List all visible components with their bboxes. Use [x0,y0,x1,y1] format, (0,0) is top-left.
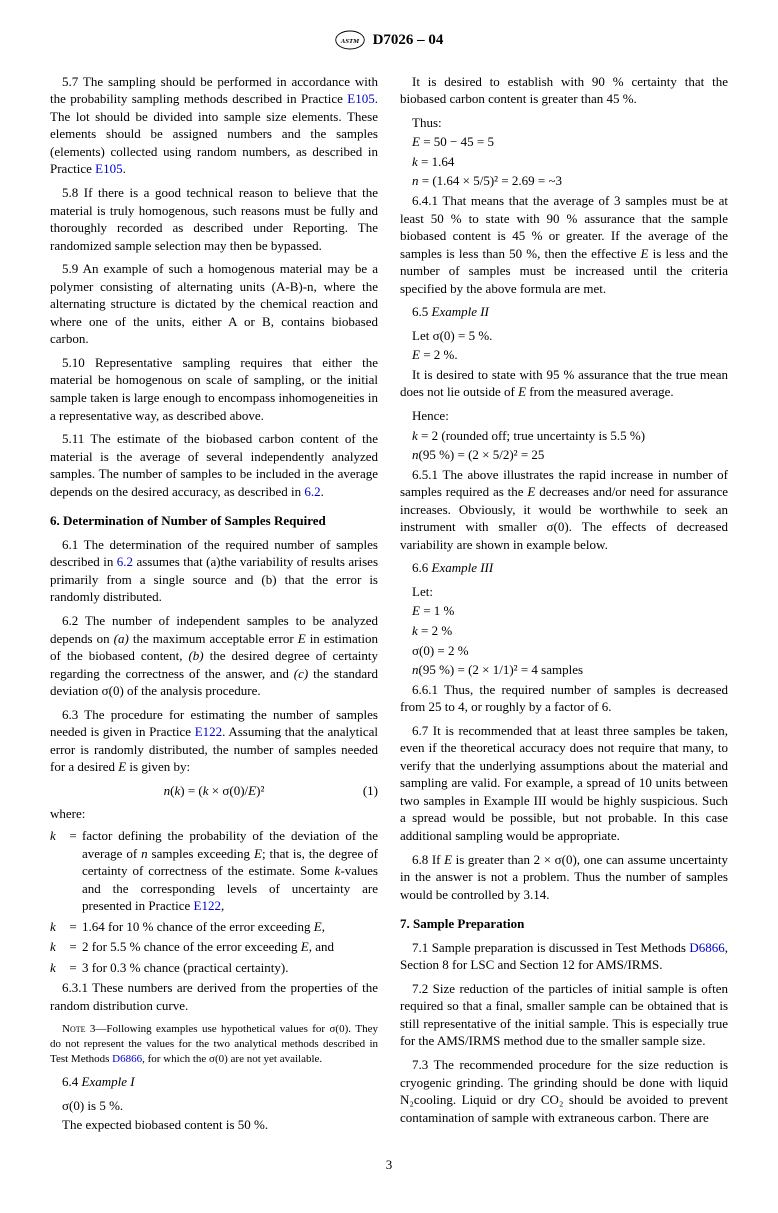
para-6-7: 6.7 It is recommended that at least thre… [400,722,728,845]
link-e122-b[interactable]: E122 [194,898,221,913]
ex3-e: E = 1 % [400,602,728,620]
link-d6866-a[interactable]: D6866 [112,1053,142,1065]
para-7-3: 7.3 The recommended procedure for the si… [400,1056,728,1126]
ex3-let: Let: [400,583,728,601]
para-6-6: 6.6 Example III [400,559,728,577]
right-column: It is desired to establish with 90 % cer… [400,73,728,1136]
thus-label: Thus: [400,114,728,132]
ex2-k: k = 2 (rounded off; true uncertainty is … [400,427,728,445]
link-6-2-b[interactable]: 6.2 [117,554,133,569]
link-6-2-a[interactable]: 6.2 [304,484,320,499]
para-6-6-1: 6.6.1 Thus, the required number of sampl… [400,681,728,716]
link-e105-b[interactable]: E105 [95,161,122,176]
section-6-heading: 6. Determination of Number of Samples Re… [50,512,378,530]
left-column: 5.7 The sampling should be performed in … [50,73,378,1136]
para-6-5: 6.5 Example II [400,303,728,321]
k-def-3: k= 3 for 0.3 % chance (practical certain… [50,959,378,977]
link-e122-a[interactable]: E122 [195,724,222,739]
para-6-2: 6.2 The number of independent samples to… [50,612,378,700]
k-def-2: k= 2 for 5.5 % chance of the error excee… [50,938,378,956]
para-6-3: 6.3 The procedure for estimating the num… [50,706,378,776]
ex3-k: k = 2 % [400,622,728,640]
k-def-main: k= factor defining the probability of th… [50,827,378,915]
note-3: Note 3—Following examples use hypothetic… [50,1022,378,1067]
para-6-4: 6.4 Example I [50,1073,378,1091]
ex1-expected: The expected biobased content is 50 %. [50,1116,378,1134]
hence-label: Hence: [400,407,728,425]
doc-code: D7026 – 04 [373,30,444,50]
ex1-k: k = 1.64 [400,153,728,171]
ex1-sigma: σ(0) is 5 %. [50,1097,378,1115]
page-number: 3 [50,1156,728,1174]
section-7-heading: 7. Sample Preparation [400,915,728,933]
ex2-e: E = 2 %. [400,346,728,364]
para-5-8: 5.8 If there is a good technical reason … [50,184,378,254]
para-7-1: 7.1 Sample preparation is discussed in T… [400,939,728,974]
para-6-5-1: 6.5.1 The above illustrates the rapid in… [400,466,728,554]
equation-1: n(k) = (k × σ(0)/E)² (1) [50,782,378,800]
page-header: ASTM D7026 – 04 [50,30,728,55]
ex3-n: n(95 %) = (2 × 1/1)² = 4 samples [400,661,728,679]
ex3-sigma: σ(0) = 2 % [400,642,728,660]
right-intro: It is desired to establish with 90 % cer… [400,73,728,108]
link-e105-a[interactable]: E105 [347,91,374,106]
para-5-7: 5.7 The sampling should be performed in … [50,73,378,178]
para-6-4-1: 6.4.1 That means that the average of 3 s… [400,192,728,297]
ex1-e: E = 50 − 45 = 5 [400,133,728,151]
para-6-1: 6.1 The determination of the required nu… [50,536,378,606]
para-6-8: 6.8 If E is greater than 2 × σ(0), one c… [400,851,728,904]
para-5-11: 5.11 The estimate of the biobased carbon… [50,430,378,500]
ex1-n: n = (1.64 × 5/5)² = 2.69 = ~3 [400,172,728,190]
astm-logo-icon: ASTM [335,30,365,50]
para-6-3-1: 6.3.1 These numbers are derived from the… [50,979,378,1014]
k-def-1-64: k= 1.64 for 10 % chance of the error exc… [50,918,378,936]
where-label: where: [50,805,378,823]
ex2-sigma: Let σ(0) = 5 %. [400,327,728,345]
ex2-n: n(95 %) = (2 × 5/2)² = 25 [400,446,728,464]
para-7-2: 7.2 Size reduction of the particles of i… [400,980,728,1050]
ex2-desc: It is desired to state with 95 % assuran… [400,366,728,401]
link-d6866-b[interactable]: D6866 [689,940,724,955]
para-5-9: 5.9 An example of such a homogenous mate… [50,260,378,348]
svg-text:ASTM: ASTM [339,38,359,45]
para-5-10: 5.10 Representative sampling requires th… [50,354,378,424]
